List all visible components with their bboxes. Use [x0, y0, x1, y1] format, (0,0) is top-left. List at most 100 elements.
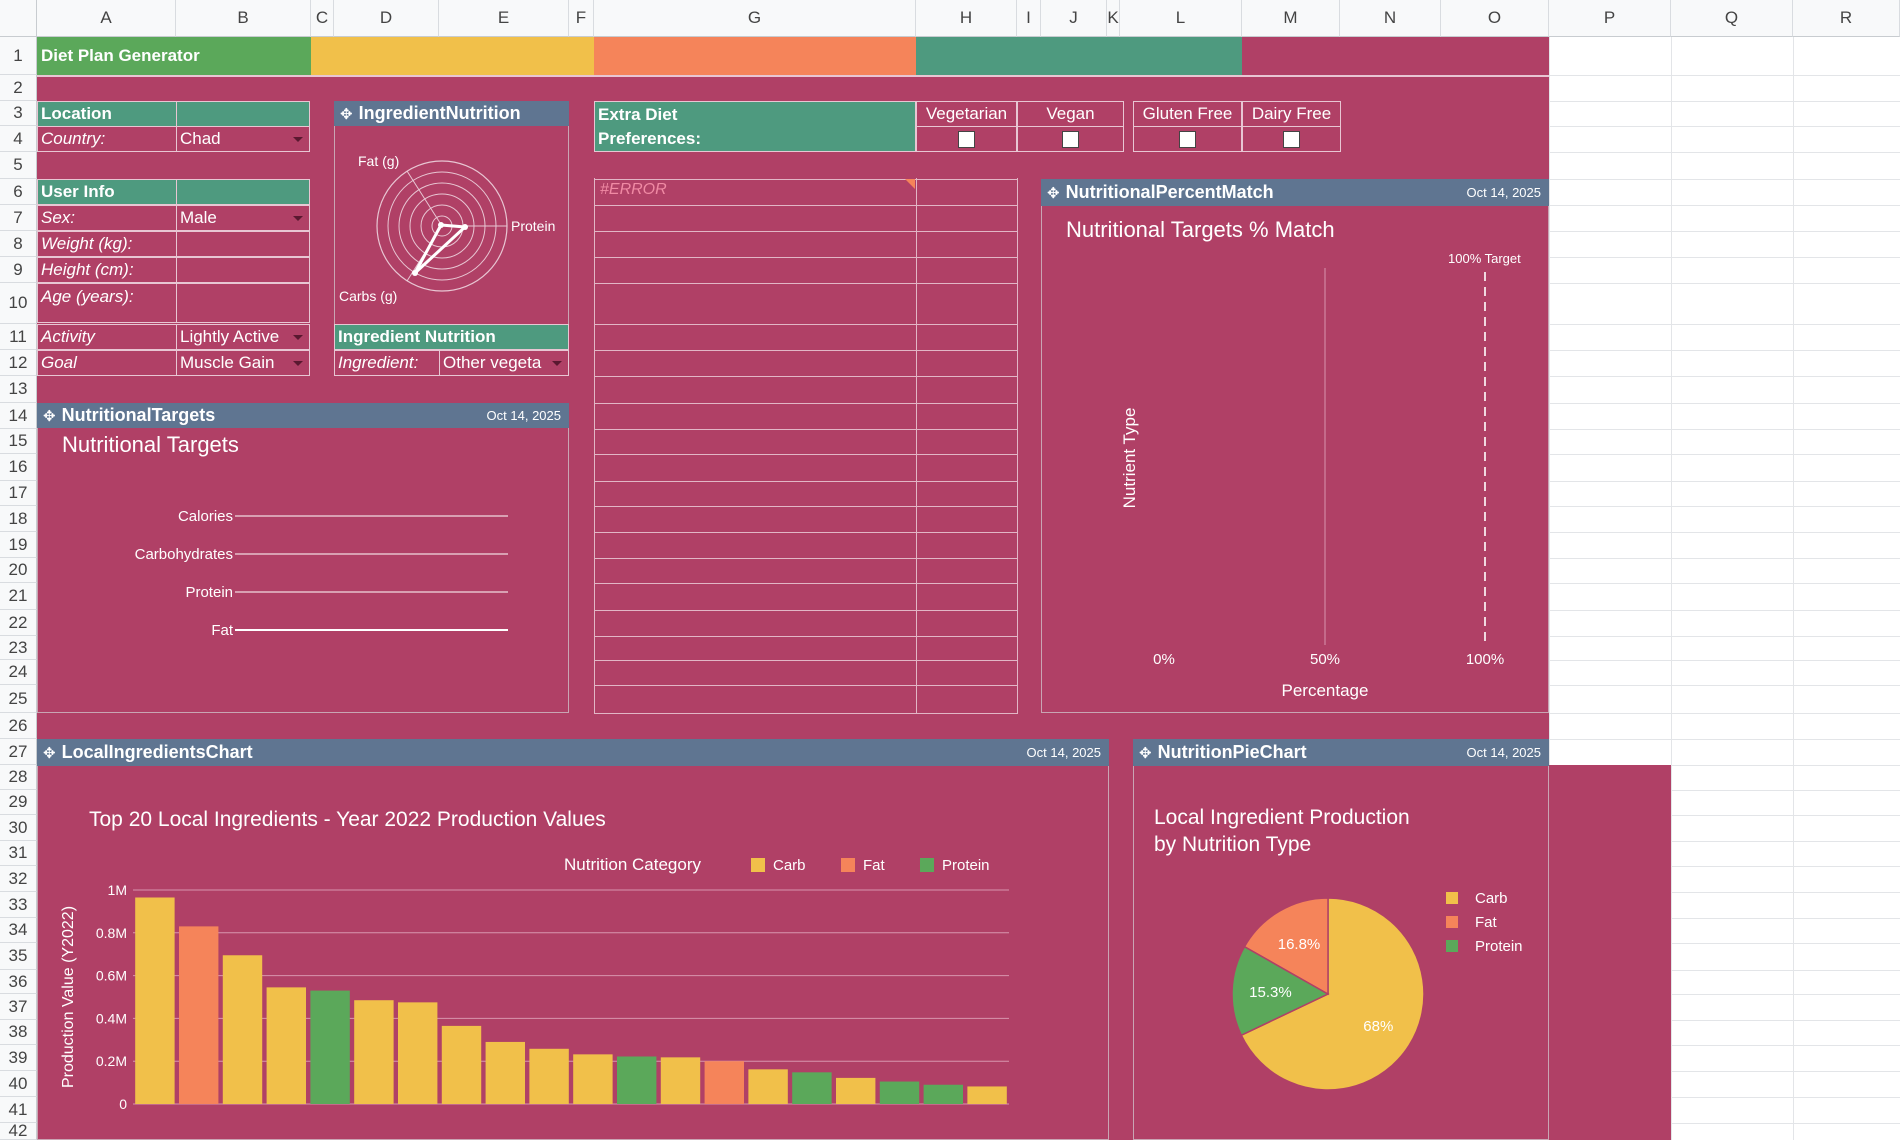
ingredient-nutrition-panel[interactable] — [334, 101, 569, 327]
nutritional-targets-panel[interactable] — [37, 403, 569, 713]
row-header-18[interactable]: 18 — [0, 506, 37, 532]
row-header-21[interactable]: 21 — [0, 583, 37, 610]
row-header-14[interactable]: 14 — [0, 403, 37, 429]
row-header-8[interactable]: 8 — [0, 231, 37, 257]
height-input[interactable] — [176, 257, 310, 283]
column-header-l[interactable]: L — [1120, 0, 1242, 37]
row-header-1[interactable]: 1 — [0, 37, 37, 75]
percent-match-title-bar[interactable]: ✥ NutritionalPercentMatch Oct 14, 2025 — [1041, 179, 1549, 206]
row-header-23[interactable]: 23 — [0, 636, 37, 660]
row-header-29[interactable]: 29 — [0, 790, 37, 815]
row-header-31[interactable]: 31 — [0, 841, 37, 866]
row-header-35[interactable]: 35 — [0, 943, 37, 970]
row-header-42[interactable]: 42 — [0, 1121, 37, 1140]
row-header-11[interactable]: 11 — [0, 324, 37, 350]
nutrition-pie-title-bar[interactable]: ✥ NutritionPieChart Oct 14, 2025 — [1133, 739, 1549, 766]
ingredient-nutrition-header[interactable]: Ingredient Nutrition — [334, 324, 569, 350]
move-handle-icon[interactable]: ✥ — [340, 105, 353, 123]
column-header-b[interactable]: B — [176, 0, 311, 37]
nutritional-targets-title-bar[interactable]: ✥ NutritionalTargets Oct 14, 2025 — [37, 403, 569, 428]
ingredient-nutrition-title-bar[interactable]: ✥ IngredientNutrition — [334, 101, 569, 126]
row-header-26[interactable]: 26 — [0, 713, 37, 739]
row-header-36[interactable]: 36 — [0, 970, 37, 994]
weight-input[interactable] — [176, 231, 310, 257]
select-all-corner[interactable] — [0, 0, 37, 37]
sex-dropdown[interactable]: Male — [176, 205, 310, 231]
percent-match-panel[interactable] — [1041, 179, 1549, 713]
local-ingredients-title-bar[interactable]: ✥ LocalIngredientsChart Oct 14, 2025 — [37, 739, 1109, 766]
row-header-41[interactable]: 41 — [0, 1097, 37, 1123]
row-header-37[interactable]: 37 — [0, 994, 37, 1020]
column-header-e[interactable]: E — [439, 0, 569, 37]
sheet-background-extension — [1549, 765, 1671, 1140]
chevron-down-icon[interactable] — [293, 137, 303, 142]
banner-title[interactable]: Diet Plan Generator — [41, 46, 200, 65]
row-header-13[interactable]: 13 — [0, 376, 37, 403]
column-header-f[interactable]: F — [569, 0, 594, 37]
column-header-a[interactable]: A — [37, 0, 176, 37]
user-info-header-b[interactable] — [176, 179, 310, 205]
row-header-38[interactable]: 38 — [0, 1020, 37, 1045]
column-header-m[interactable]: M — [1242, 0, 1340, 37]
checkbox-vegetarian[interactable] — [958, 130, 975, 148]
move-handle-icon[interactable]: ✥ — [43, 744, 56, 762]
row-header-10[interactable]: 10 — [0, 283, 37, 324]
row-header-12[interactable]: 12 — [0, 350, 37, 376]
row-header-16[interactable]: 16 — [0, 454, 37, 481]
column-header-h[interactable]: H — [916, 0, 1017, 37]
move-handle-icon[interactable]: ✥ — [43, 407, 56, 425]
chevron-down-icon[interactable] — [293, 335, 303, 340]
row-header-22[interactable]: 22 — [0, 610, 37, 636]
activity-dropdown[interactable]: Lightly Active — [176, 324, 310, 350]
column-header-k[interactable]: K — [1107, 0, 1120, 37]
column-header-d[interactable]: D — [334, 0, 439, 37]
column-header-o[interactable]: O — [1441, 0, 1549, 37]
row-header-39[interactable]: 39 — [0, 1045, 37, 1071]
column-header-n[interactable]: N — [1340, 0, 1441, 37]
goal-dropdown[interactable]: Muscle Gain — [176, 350, 310, 376]
row-header-19[interactable]: 19 — [0, 532, 37, 558]
row-header-40[interactable]: 40 — [0, 1071, 37, 1097]
ingredient-dropdown[interactable]: Other vegeta — [439, 350, 569, 376]
column-header-p[interactable]: P — [1549, 0, 1671, 37]
row-header-25[interactable]: 25 — [0, 685, 37, 713]
row-header-5[interactable]: 5 — [0, 152, 37, 179]
row-header-33[interactable]: 33 — [0, 892, 37, 918]
column-header-c[interactable]: C — [311, 0, 334, 37]
column-header-r[interactable]: R — [1793, 0, 1900, 37]
user-info-header[interactable]: User Info — [37, 179, 177, 205]
row-header-4[interactable]: 4 — [0, 126, 37, 152]
row-header-24[interactable]: 24 — [0, 660, 37, 685]
move-handle-icon[interactable]: ✥ — [1047, 184, 1060, 202]
location-header-b[interactable] — [176, 101, 310, 127]
row-header-17[interactable]: 17 — [0, 481, 37, 506]
column-header-g[interactable]: G — [594, 0, 916, 37]
row-header-9[interactable]: 9 — [0, 257, 37, 283]
row-header-7[interactable]: 7 — [0, 205, 37, 231]
age-input[interactable] — [176, 283, 310, 323]
row-header-3[interactable]: 3 — [0, 101, 37, 126]
checkbox-vegan[interactable] — [1062, 130, 1079, 148]
row-header-15[interactable]: 15 — [0, 429, 37, 454]
location-header[interactable]: Location — [37, 101, 177, 127]
row-header-32[interactable]: 32 — [0, 866, 37, 892]
row-header-28[interactable]: 28 — [0, 765, 37, 790]
country-dropdown[interactable]: Chad — [176, 126, 310, 152]
row-header-30[interactable]: 30 — [0, 815, 37, 841]
row-header-20[interactable]: 20 — [0, 558, 37, 583]
column-header-i[interactable]: I — [1017, 0, 1041, 37]
row-header-6[interactable]: 6 — [0, 179, 37, 205]
extra-diet-header[interactable]: Extra Diet Preferences: — [594, 101, 916, 152]
row-header-27[interactable]: 27 — [0, 739, 37, 765]
checkbox-gluten-free[interactable] — [1179, 130, 1196, 148]
row-header-34[interactable]: 34 — [0, 918, 37, 943]
chevron-down-icon[interactable] — [293, 361, 303, 366]
column-header-j[interactable]: J — [1041, 0, 1107, 37]
row-header-2[interactable]: 2 — [0, 75, 37, 101]
chevron-down-icon[interactable] — [293, 216, 303, 221]
error-cell[interactable]: #ERROR — [600, 181, 667, 198]
column-header-q[interactable]: Q — [1671, 0, 1793, 37]
checkbox-dairy-free[interactable] — [1283, 130, 1300, 148]
chevron-down-icon[interactable] — [552, 361, 562, 366]
move-handle-icon[interactable]: ✥ — [1139, 744, 1152, 762]
